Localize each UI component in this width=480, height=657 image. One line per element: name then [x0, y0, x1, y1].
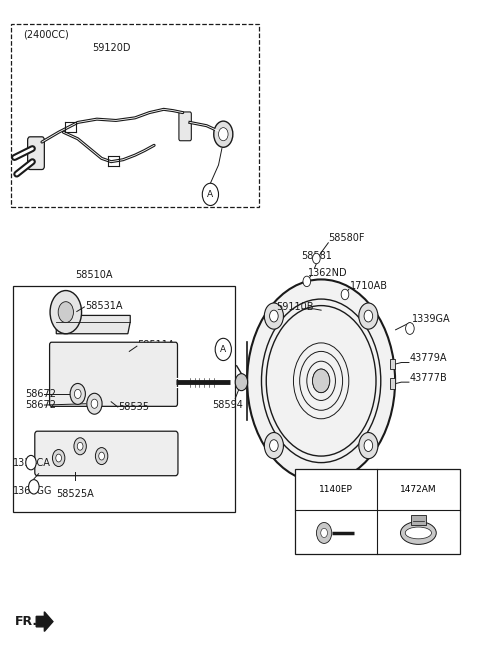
Polygon shape [36, 612, 53, 631]
Circle shape [99, 452, 105, 460]
Circle shape [215, 338, 231, 361]
Circle shape [26, 455, 36, 470]
Circle shape [364, 440, 372, 451]
Text: 1311CA: 1311CA [13, 458, 51, 468]
FancyBboxPatch shape [390, 359, 395, 369]
FancyBboxPatch shape [411, 515, 426, 525]
FancyBboxPatch shape [49, 342, 178, 406]
Text: (2400CC): (2400CC) [23, 30, 69, 39]
Text: 58672: 58672 [25, 389, 56, 399]
Circle shape [359, 303, 378, 329]
Text: 1362ND: 1362ND [308, 268, 348, 278]
Circle shape [247, 279, 395, 482]
Circle shape [264, 303, 283, 329]
Circle shape [74, 438, 86, 455]
Circle shape [77, 442, 83, 450]
Text: 1710AB: 1710AB [350, 281, 388, 291]
Text: 1360GG: 1360GG [13, 486, 53, 496]
Text: 58511A: 58511A [137, 340, 175, 350]
Circle shape [218, 127, 228, 141]
Text: 59110B: 59110B [276, 302, 313, 312]
Circle shape [214, 121, 233, 147]
Circle shape [29, 480, 39, 494]
FancyBboxPatch shape [28, 137, 44, 170]
Circle shape [70, 384, 85, 405]
Circle shape [50, 290, 82, 334]
Text: 1472AM: 1472AM [400, 485, 437, 494]
Text: FR.: FR. [15, 615, 38, 628]
FancyBboxPatch shape [35, 431, 178, 476]
Text: 59120D: 59120D [92, 43, 131, 53]
Circle shape [202, 183, 218, 206]
Circle shape [303, 276, 311, 286]
Circle shape [312, 369, 330, 393]
Circle shape [270, 310, 278, 322]
Ellipse shape [400, 522, 436, 545]
Circle shape [52, 449, 65, 466]
Circle shape [270, 440, 278, 451]
Text: 58594: 58594 [213, 401, 243, 411]
Circle shape [341, 289, 349, 300]
Polygon shape [56, 315, 130, 334]
Circle shape [56, 454, 61, 462]
Text: 1140EP: 1140EP [319, 485, 353, 494]
Circle shape [87, 394, 102, 414]
Circle shape [316, 522, 332, 543]
Bar [295, 469, 459, 555]
Text: 58525A: 58525A [57, 489, 94, 499]
Text: 43777B: 43777B [409, 373, 447, 383]
Circle shape [406, 323, 414, 334]
Text: 58672: 58672 [25, 400, 56, 410]
Text: 58580F: 58580F [328, 233, 365, 244]
Circle shape [91, 399, 98, 408]
Circle shape [312, 253, 320, 263]
FancyBboxPatch shape [390, 378, 395, 389]
Circle shape [321, 528, 327, 537]
Circle shape [264, 432, 283, 459]
Circle shape [235, 374, 248, 391]
Circle shape [96, 447, 108, 464]
Text: A: A [207, 190, 214, 199]
FancyBboxPatch shape [179, 112, 192, 141]
Circle shape [364, 310, 372, 322]
Text: A: A [220, 345, 227, 354]
Text: 58581: 58581 [301, 251, 332, 261]
Text: 58510A: 58510A [75, 270, 113, 280]
Circle shape [359, 432, 378, 459]
Circle shape [58, 302, 73, 323]
Circle shape [74, 390, 81, 399]
Text: 58535: 58535 [118, 402, 149, 412]
Ellipse shape [405, 527, 432, 539]
Text: 58531A: 58531A [85, 301, 122, 311]
Text: 43779A: 43779A [409, 353, 447, 363]
Text: 1339GA: 1339GA [412, 314, 450, 324]
